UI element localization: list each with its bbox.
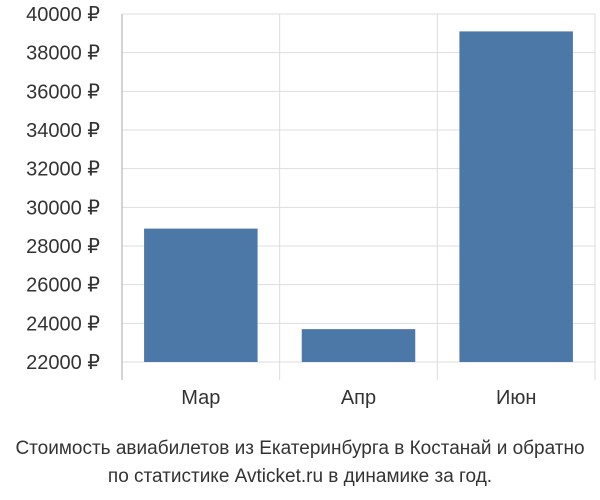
y-tick-label: 40000 ₽: [26, 4, 100, 26]
x-tick-label: Апр: [341, 387, 376, 409]
y-tick-label: 32000 ₽: [26, 159, 100, 181]
y-tick-label: 22000 ₽: [26, 352, 100, 374]
chart-caption: Стоимость авиабилетов из Екатеринбурга в…: [15, 438, 584, 487]
y-tick-label: 36000 ₽: [26, 81, 100, 103]
y-tick-label: 28000 ₽: [26, 236, 100, 258]
y-tick-label: 34000 ₽: [26, 120, 100, 142]
y-tick-label: 26000 ₽: [26, 275, 100, 297]
x-tick-labels: Мар Апр Июн: [181, 387, 536, 409]
x-tick-label: Июн: [496, 387, 536, 409]
bar: [144, 228, 258, 362]
y-tick-labels: 22000 ₽ 24000 ₽ 26000 ₽ 28000 ₽ 30000 ₽ 32000…: [26, 4, 100, 374]
x-tick-label: Мар: [181, 387, 220, 409]
caption-line-2: по статистике Avticket.ru в динамике за …: [108, 466, 492, 487]
y-tick-label: 38000 ₽: [26, 43, 100, 65]
caption-line-1: Стоимость авиабилетов из Екатеринбурга в…: [15, 438, 584, 459]
y-tick-label: 24000 ₽: [26, 313, 100, 335]
bar: [301, 329, 416, 362]
y-tick-label: 30000 ₽: [26, 197, 100, 219]
bar: [459, 31, 573, 363]
bars: [144, 31, 573, 363]
